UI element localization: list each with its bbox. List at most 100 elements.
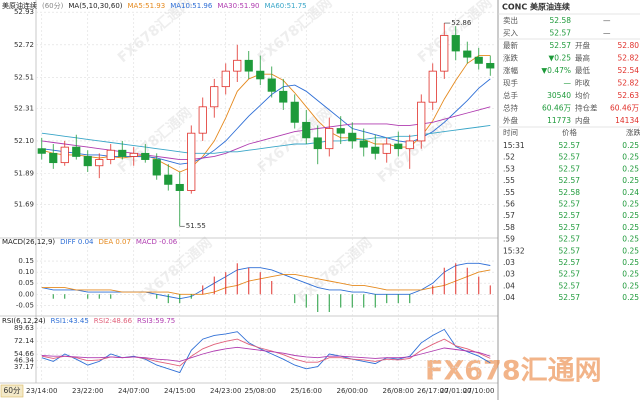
tick-cell: .52 — [503, 153, 515, 162]
legend-text: (60分) — [42, 1, 64, 10]
candle-body — [221, 70, 230, 88]
tick-cell: 52.57 — [559, 141, 581, 150]
x-tick-label: 25/08:00 — [245, 387, 276, 395]
tick-cell: 0.25 — [622, 281, 639, 290]
candle-body — [325, 128, 334, 150]
candle-body — [49, 152, 58, 164]
quote-cell: ▼0.25 — [549, 54, 572, 63]
x-tick-label: 27/10:00 — [463, 387, 494, 395]
x-tick-label: 26/08:00 — [383, 387, 414, 395]
quote-cell: 60.46万 — [610, 104, 639, 113]
candle-body — [118, 149, 127, 157]
tick-cell: .57 — [503, 211, 515, 220]
quote-cell: 11773 — [547, 116, 571, 125]
candle-body — [463, 50, 472, 58]
candle-body — [336, 128, 345, 134]
tick-cell: 0.25 — [622, 235, 639, 244]
quote-cell: ▼0.47% — [541, 66, 571, 75]
candle-body — [187, 132, 196, 191]
quote-cell: 总持 — [503, 103, 518, 113]
tick-cell: 0.25 — [622, 293, 639, 302]
tick-cell: 0.25 — [622, 211, 639, 220]
candle-body — [129, 152, 138, 157]
legend-text: MACD -0.06 — [136, 238, 178, 246]
x-tick-label: 24/15:00 — [164, 387, 195, 395]
candle-body — [405, 140, 414, 150]
legend-text: MACD(26,12,9) — [2, 238, 55, 246]
tick-cell: .55 — [503, 188, 515, 197]
high-annotation: 52.86 — [451, 19, 472, 27]
legend-text: 美原油连续 — [2, 1, 37, 10]
tick-cell: 0.25 — [622, 153, 639, 162]
quote-cell: — — [603, 16, 611, 25]
quote-cell: 14134 — [615, 116, 639, 125]
quote-cell: 外盘 — [503, 115, 518, 125]
candle-body — [141, 152, 150, 160]
quote-cell: 涨幅 — [503, 65, 518, 75]
legend-text: RSI2:48.66 — [94, 317, 133, 325]
tick-cell: 15:31 — [503, 141, 525, 150]
legend-text: DEA 0.07 — [99, 238, 131, 246]
quote-cell: 买入 — [503, 29, 518, 38]
tick-cell: 52.57 — [559, 164, 581, 173]
candle-body — [210, 86, 219, 108]
legend-text: RSI1:43.45 — [51, 317, 89, 325]
tick-cell: 52.57 — [559, 153, 581, 162]
candle-body — [198, 106, 207, 134]
candle-body — [417, 101, 426, 142]
low-annotation: 51.55 — [186, 222, 206, 230]
y-tick-label: 37.17 — [14, 363, 34, 371]
quote-cell: 52.63 — [618, 91, 640, 100]
quote-cell: 现手 — [503, 78, 518, 88]
quote-cell: 持仓差 — [575, 103, 598, 113]
candle-body — [233, 59, 242, 72]
tick-cell: .04 — [503, 293, 515, 302]
quote-cell: 最高 — [575, 53, 590, 63]
tick-cell: .04 — [503, 281, 515, 290]
legend-text: DIFF 0.04 — [60, 238, 94, 246]
tick-cell: 52.57 — [559, 246, 581, 255]
candle-body — [244, 59, 253, 72]
candle-body — [279, 90, 288, 103]
period-button-label[interactable]: 60分 — [3, 386, 21, 395]
quote-cell: 最新 — [503, 40, 518, 50]
quote-cell: 52.57 — [550, 41, 572, 50]
tick-cell: 52.57 — [559, 223, 581, 232]
period-button[interactable] — [0, 384, 24, 398]
tick-cell: 52.57 — [559, 281, 581, 290]
tick-cell: 0.25 — [622, 270, 639, 279]
y-tick-label: 51.89 — [14, 170, 34, 178]
quote-title: CONC 美原油连续 — [502, 2, 570, 12]
tick-cell: 0.24 — [622, 188, 639, 197]
y-tick-label: 72.14 — [14, 337, 35, 345]
candle-body — [382, 143, 391, 154]
y-tick-label: 52.10 — [14, 137, 34, 145]
y-tick-label: 54.66 — [14, 350, 35, 358]
tick-cell: .03 — [503, 258, 515, 267]
tick-cell: 0.25 — [622, 246, 639, 255]
y-tick-label: 0.10 — [18, 268, 34, 276]
candle-body — [302, 121, 311, 139]
tick-cell: 52.57 — [559, 176, 581, 185]
quote-cell: 昨收 — [575, 78, 590, 88]
tick-cell: 0.25 — [622, 164, 639, 173]
quote-cell: 52.54 — [618, 66, 640, 75]
x-tick-label: 26/00:00 — [337, 387, 368, 395]
candle-body — [152, 159, 161, 176]
tick-cell: 0.25 — [622, 200, 639, 209]
candle-body — [37, 148, 46, 154]
candle-body — [164, 174, 173, 185]
candle-body — [371, 146, 380, 154]
y-tick-label: -0.05 — [16, 301, 34, 309]
tick-cell: 0.25 — [622, 141, 639, 150]
quote-cell: 总手 — [503, 90, 518, 100]
quote-cell: 52.58 — [550, 16, 572, 25]
tick-cell: 0.25 — [622, 223, 639, 232]
tick-cell: .56 — [503, 200, 515, 209]
tick-cell: 52.58 — [559, 188, 581, 197]
candle-body — [451, 35, 460, 52]
x-tick-label: 27/01:00 — [440, 387, 471, 395]
series-line — [41, 55, 491, 173]
series-line — [41, 346, 491, 362]
x-tick-label: 24/23:00 — [210, 387, 241, 395]
